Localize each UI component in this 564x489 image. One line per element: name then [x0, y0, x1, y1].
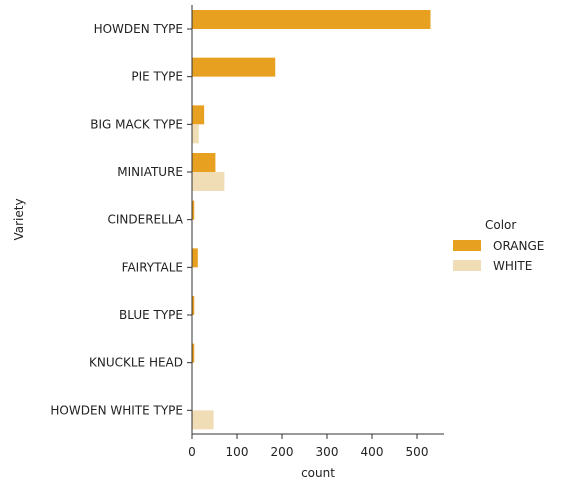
bar-pie-type-orange [192, 57, 276, 77]
bar-miniature-orange [192, 153, 216, 172]
legend-label-orange: ORANGE [493, 239, 544, 253]
y-tick-label: CINDERELLA [108, 213, 184, 227]
y-axis-title: Variety [12, 198, 26, 240]
bars-group [192, 10, 431, 430]
bar-blue-type-orange [192, 296, 195, 315]
legend-swatch-white [453, 260, 481, 271]
x-axis-title: count [301, 466, 335, 480]
x-tick-labels: 0 100 200 300 400 500 [188, 434, 428, 459]
legend-label-white: WHITE [493, 259, 532, 273]
bar-miniature-white [192, 172, 225, 191]
x-tick-label: 400 [361, 445, 384, 459]
x-tick-label: 500 [406, 445, 429, 459]
x-tick-label: 0 [188, 445, 196, 459]
legend-title: Color [485, 218, 516, 232]
bar-fairytale-orange [192, 248, 198, 268]
y-tick-label: HOWDEN TYPE [94, 22, 183, 36]
y-tick-label: MINIATURE [117, 165, 183, 179]
y-tick-label: BIG MACK TYPE [90, 117, 183, 131]
bar-howden-type-orange [192, 10, 431, 29]
bar-howden-white-type-white [192, 410, 214, 430]
legend-swatch-orange [453, 240, 481, 251]
bar-knuckle-head-orange [192, 343, 195, 363]
y-tick-label: KNUCKLE HEAD [89, 356, 183, 370]
legend: Color ORANGE WHITE [453, 218, 544, 273]
y-tick-labels: HOWDEN TYPE PIE TYPE BIG MACK TYPE MINIATUR… [50, 22, 192, 417]
bar-cinderella-orange [192, 200, 195, 220]
x-tick-label: 100 [226, 445, 249, 459]
y-tick-label: BLUE TYPE [119, 308, 183, 322]
x-tick-label: 300 [316, 445, 339, 459]
y-tick-label: PIE TYPE [131, 70, 183, 84]
x-tick-label: 200 [271, 445, 294, 459]
y-tick-label: FAIRYTALE [122, 260, 183, 274]
bar-big-mack-type-white [192, 124, 199, 144]
y-tick-label: HOWDEN WHITE TYPE [50, 403, 183, 417]
bar-big-mack-type-orange [192, 105, 205, 125]
